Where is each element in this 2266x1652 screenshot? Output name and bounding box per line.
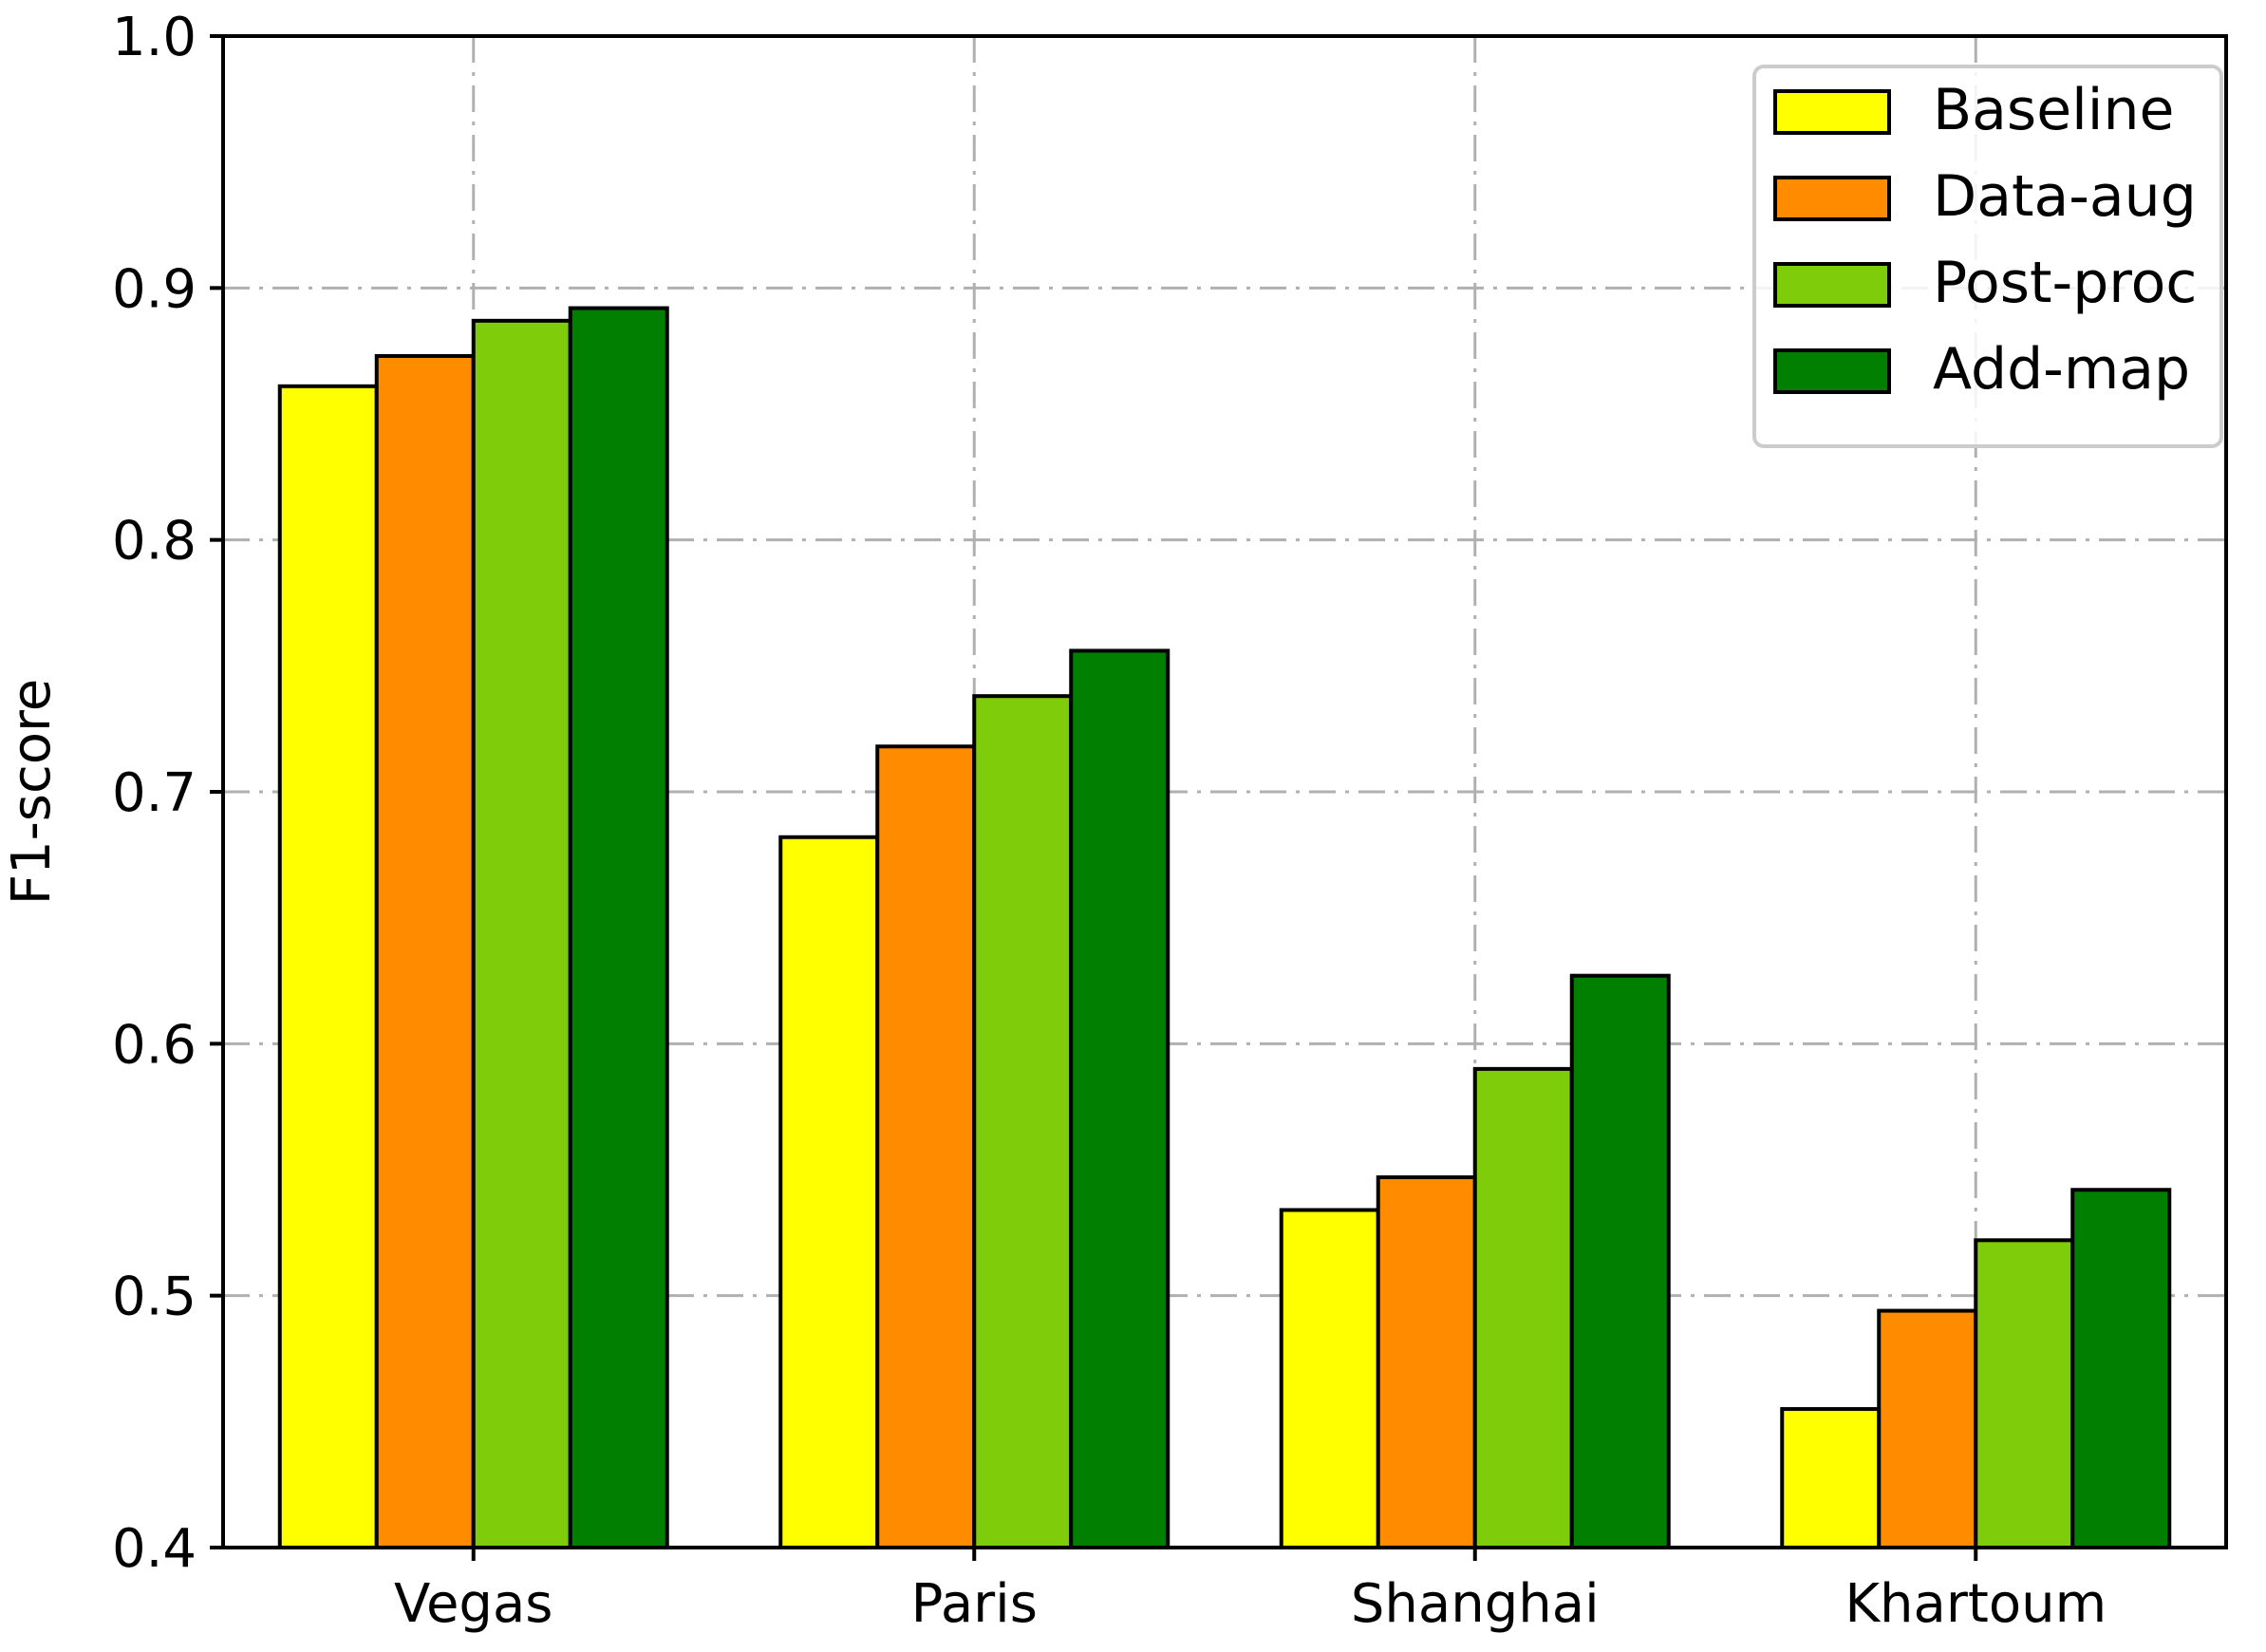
y-tick-label: 0.6 [112,1014,197,1076]
bar-data-aug-paris [875,744,977,1549]
x-tick-label: Shanghai [1351,1573,1600,1635]
y-tick-label: 0.8 [112,511,197,573]
y-axis: 0.4 0.5 0.6 0.7 0.8 0.9 1.0 [112,7,223,1580]
bar-data-aug-shanghai [1376,1174,1477,1549]
bar-baseline-khartoum [1780,1407,1882,1549]
y-tick-label: 0.4 [112,1518,197,1580]
legend-label-data-aug: Data-aug [1933,163,2197,230]
legend: Baseline Data-aug Post-proc Add-map [1752,65,2223,448]
legend-label-add-map: Add-map [1933,336,2190,403]
x-tick-label: Khartoum [1845,1573,2107,1635]
legend-label-post-proc: Post-proc [1933,250,2197,316]
bars [277,306,2172,1550]
y-tick-label: 0.7 [112,762,197,824]
bar-baseline-shanghai [1279,1208,1380,1550]
bar-add-map-paris [1069,648,1170,1549]
y-axis-label: F1-score [1,679,63,906]
bar-post-proc-khartoum [1974,1238,2075,1549]
bar-post-proc-shanghai [1472,1066,1574,1550]
legend-swatch-data-aug [1773,176,1891,221]
legend-swatch-add-map [1773,348,1891,394]
bar-post-proc-vegas [471,318,572,1549]
bar-add-map-vegas [568,306,669,1549]
bar-baseline-vegas [277,384,379,1549]
legend-swatch-post-proc [1773,262,1891,308]
bar-add-map-shanghai [1569,973,1671,1549]
bar-baseline-paris [778,835,880,1549]
bar-add-map-khartoum [2070,1188,2172,1550]
y-tick-label: 0.9 [112,258,197,320]
x-tick-label: Vegas [394,1573,552,1635]
x-tick-label: Paris [911,1573,1038,1635]
bar-post-proc-paris [972,694,1074,1549]
x-axis: Vegas Paris Shanghai Khartoum [394,1548,2107,1635]
bar-data-aug-vegas [374,353,476,1549]
y-tick-label: 0.5 [112,1267,197,1328]
y-tick-label: 1.0 [112,7,197,68]
legend-label-baseline: Baseline [1933,77,2174,143]
legend-swatch-baseline [1773,89,1891,135]
bar-data-aug-khartoum [1877,1308,1978,1549]
